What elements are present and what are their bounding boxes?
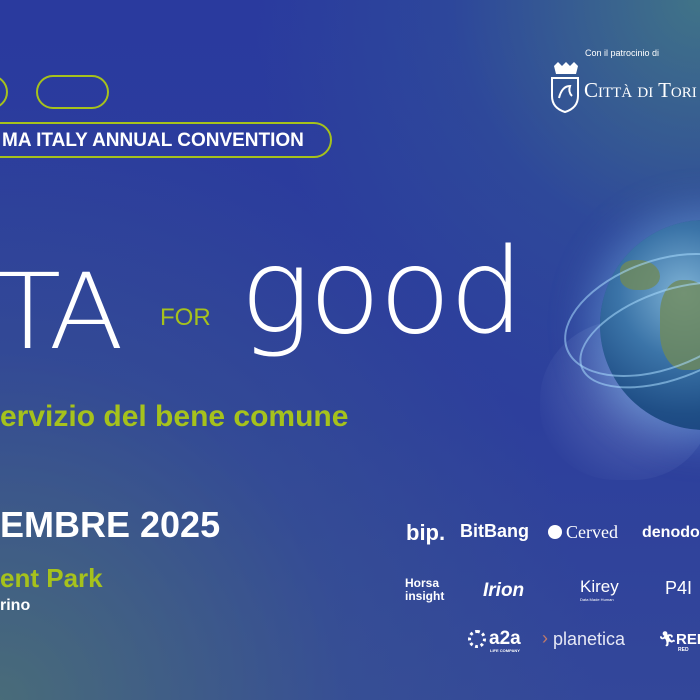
sponsor-kirey: Kirey xyxy=(580,577,619,596)
planetica-chevron-icon: › xyxy=(542,628,548,648)
sponsor-a2a: a2a xyxy=(489,628,521,649)
title-good: good xyxy=(240,222,524,360)
sponsor-bip: bip. xyxy=(406,520,446,545)
patron-name: Città di Tori xyxy=(584,78,697,102)
sponsor-horsa: Horsa insight xyxy=(405,576,445,603)
sponsor-cerved-label: Cerved xyxy=(566,522,618,542)
sponsor-bitbang: BitBang xyxy=(460,521,529,541)
event-date: EMBRE 2025 xyxy=(0,504,221,545)
title-data: TA xyxy=(0,251,124,373)
sponsor-p4i: P4I xyxy=(665,578,693,598)
ref-tagline: RED xyxy=(678,647,689,653)
subtitle: ervizio del bene comune xyxy=(0,400,349,433)
sponsor-cerved: Cerved xyxy=(548,522,618,543)
runner-icon: 🏃︎ xyxy=(658,631,678,648)
a2a-logo-icon xyxy=(468,630,486,648)
event-venue: ent Park xyxy=(0,563,103,593)
title-for: FOR xyxy=(160,304,211,331)
sponsor-ref: REF xyxy=(676,631,700,648)
kirey-tagline: Data Made Human xyxy=(580,597,614,602)
sponsor-irion: Irion xyxy=(483,580,525,601)
event-city: rino xyxy=(0,597,31,614)
convention-pill: MA ITALY ANNUAL CONVENTION xyxy=(0,122,332,158)
patronage-label: Con il patrocinio di xyxy=(585,48,660,58)
decor-pill xyxy=(36,75,109,109)
sponsor-denodo: denodo xyxy=(642,524,700,541)
convention-label: MA ITALY ANNUAL CONVENTION xyxy=(2,130,304,151)
cerved-logo-icon xyxy=(548,525,562,539)
city-crest-icon xyxy=(551,62,579,114)
sponsor-planetica: planetica xyxy=(553,629,626,649)
a2a-tagline: LIFE COMPANY xyxy=(490,648,520,653)
decor-pill xyxy=(0,75,8,109)
